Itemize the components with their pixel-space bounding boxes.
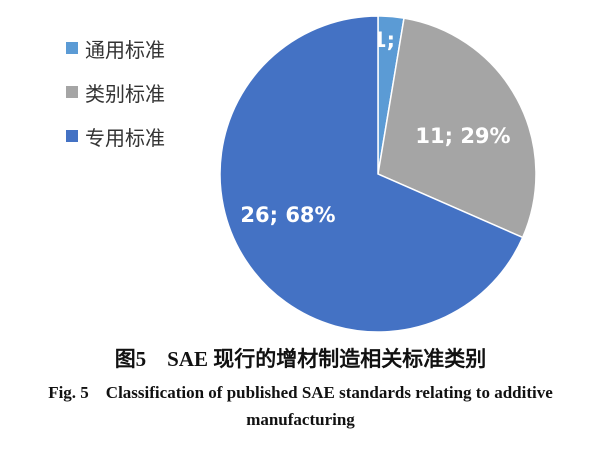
legend-label: 通用标准 — [85, 37, 165, 62]
legend-item-0: 通用标准 — [66, 26, 165, 70]
legend-swatch — [66, 42, 78, 54]
data-label-2: 26; 68% — [240, 203, 335, 227]
legend-item-2: 专用标准 — [66, 114, 165, 158]
data-label-1: 11; 29% — [415, 124, 510, 148]
pie-slice-1 — [377, 17, 537, 239]
legend-swatch — [66, 130, 78, 142]
legend-label: 专用标准 — [85, 125, 165, 150]
caption-cn: 图5 SAE 现行的增材制造相关标准类别 — [114, 347, 487, 371]
pie-slice-2 — [219, 15, 524, 333]
legend: 通用标准类别标准专用标准 — [66, 26, 165, 158]
caption-en-line1: Fig. 5 Classification of published SAE s… — [48, 383, 553, 402]
legend-label: 类别标准 — [85, 81, 165, 106]
legend-item-1: 类别标准 — [66, 70, 165, 114]
legend-swatch — [66, 86, 78, 98]
caption-en-line2: manufacturing — [246, 410, 355, 429]
